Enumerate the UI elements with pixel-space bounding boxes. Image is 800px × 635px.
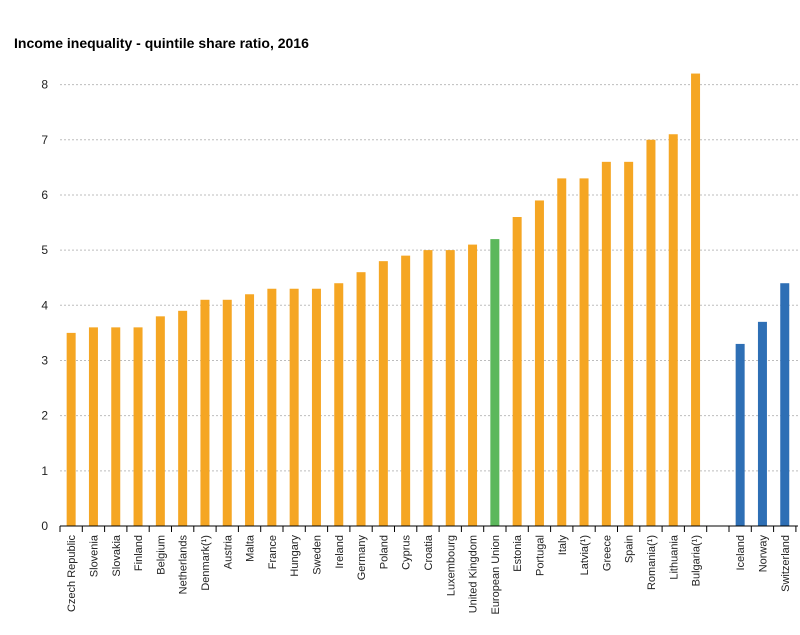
bar [601,161,611,526]
bar [579,178,589,526]
x-tick-label: Poland [378,535,390,569]
chart-title: Income inequality - quintile share ratio… [14,35,309,51]
bar [178,310,188,526]
bar [468,244,478,526]
bar [222,299,232,526]
bar [512,217,522,526]
x-tick-label: Bulgaria(¹) [691,535,703,586]
x-tick-label: Denmark(¹) [200,535,212,591]
bar [245,294,255,526]
bar [200,299,210,526]
x-tick-label: Slovakia [111,534,123,576]
x-tick-label: Greece [601,535,613,571]
axes [59,525,798,532]
bar [311,288,321,526]
y-tick-label: 7 [41,133,48,147]
x-tick-label: Netherlands [178,535,190,595]
y-tick-label: 2 [41,409,48,423]
y-tick-label: 4 [41,298,48,312]
y-tick-label: 8 [41,78,48,92]
bar [624,161,634,526]
bar [334,283,344,526]
x-tick-label: Germany [356,535,368,581]
y-tick-label: 1 [41,464,48,478]
y-tick-label: 3 [41,353,48,367]
bar [356,272,366,526]
bar [691,73,701,526]
bar [401,255,411,526]
x-tick-label: Austria [222,534,234,569]
x-tick-label: Spain [624,535,636,563]
x-tick-label: Norway [757,535,769,573]
bar [735,343,745,526]
y-tick-label: 6 [41,188,48,202]
x-tick-label: Iceland [735,535,747,570]
x-tick-label: Croatia [423,534,435,570]
x-axis-labels: Czech Republic Slovenia Slovakia Finland Bel… [66,534,792,614]
bar [534,200,544,527]
bar [490,239,500,527]
x-tick-label: Romania(¹) [646,535,658,590]
y-axis-ticks: 0 1 2 3 4 5 6 7 8 [41,78,48,533]
bar [668,134,678,526]
bar [133,327,143,526]
bar [378,261,388,526]
bar [289,288,299,526]
bar [757,321,767,526]
x-tick-label: Ireland [334,535,346,569]
x-tick-label: Malta [245,534,257,562]
bar [155,316,165,526]
x-tick-label: Lithuania [668,534,680,580]
bar [646,139,656,526]
bar [111,327,121,526]
x-tick-label: Slovenia [88,534,100,577]
x-tick-label: Czech Republic [66,535,78,613]
bar [267,288,277,526]
x-tick-label: Luxembourg [445,535,457,596]
x-tick-label: Switzerland [780,535,792,592]
bar [557,178,567,526]
bar [445,250,455,526]
y-tick-label: 5 [41,243,48,257]
x-tick-label: Sweden [311,535,323,575]
bar [423,250,433,526]
x-tick-label: Finland [133,535,145,571]
x-tick-label: European Union [490,535,502,615]
y-tick-label: 0 [41,519,48,533]
x-tick-label: Belgium [155,535,167,575]
x-tick-label: Portugal [534,535,546,576]
x-tick-label: Latvia(¹) [579,535,591,575]
x-tick-label: Italy [557,535,569,556]
bar [780,283,790,526]
x-tick-label: Estonia [512,534,524,572]
bar [66,332,76,526]
x-tick-label: Cyprus [401,535,413,570]
bar [88,327,98,526]
x-tick-label: United Kingdom [468,535,480,613]
x-tick-label: Hungary [289,535,301,577]
bars [66,73,790,527]
x-tick-label: France [267,535,279,569]
